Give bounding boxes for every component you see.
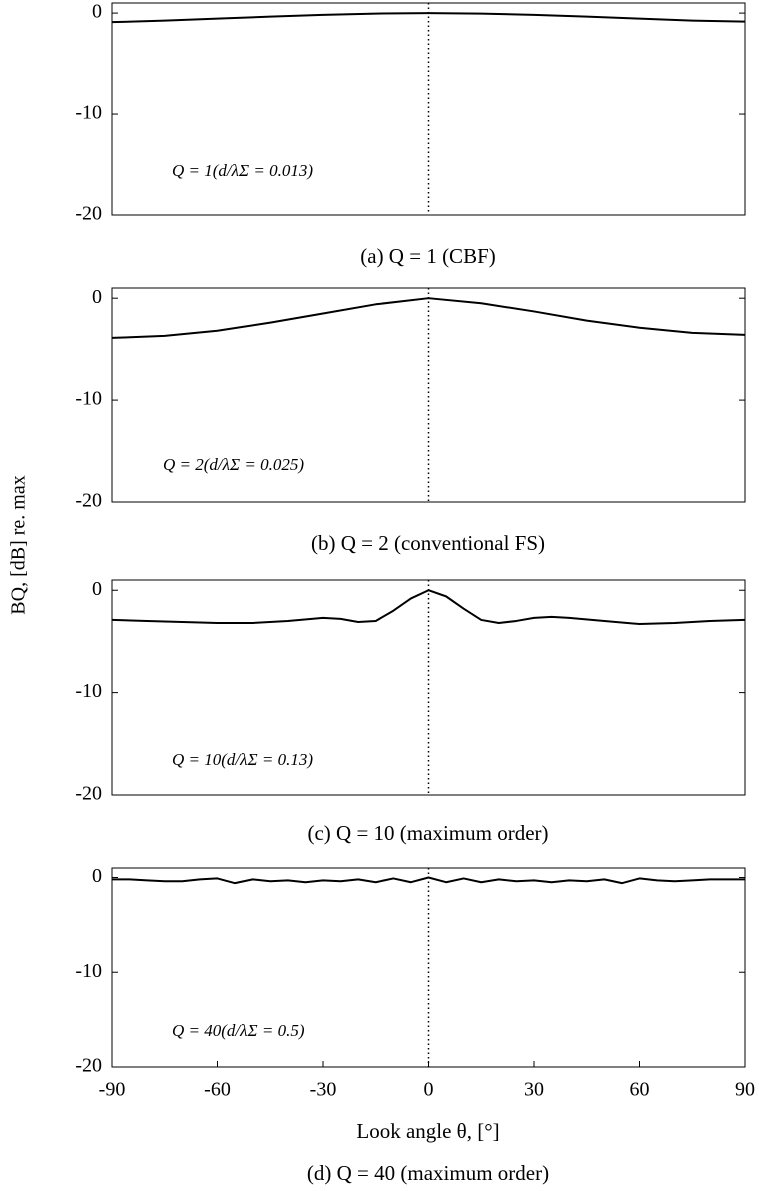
x-tick-label: 90 [735,1079,755,1101]
x-tick-label: -90 [99,1079,126,1101]
panel-caption: (a) Q = 1 (CBF) [360,244,496,268]
panel-caption: (d) Q = 40 (maximum order) [307,1161,549,1185]
x-tick-label: -60 [204,1079,231,1101]
y-tick-label: 0 [92,1,102,23]
y-tick-label: 0 [92,286,102,308]
panel-caption: (b) Q = 2 (conventional FS) [311,531,545,555]
curve [112,876,745,885]
y-tick-label: -20 [75,203,102,225]
annotation: Q = 2(d/λΣ = 0.025) [163,455,304,474]
curve [111,589,746,626]
y-tick-label: -10 [75,388,102,410]
x-tick-label: 60 [630,1079,650,1101]
y-tick-label: 0 [92,578,102,600]
y-tick-label: -10 [75,680,102,702]
y-tick-label: -10 [75,960,102,982]
curve [111,12,746,24]
annotation: Q = 10(d/λΣ = 0.13) [172,750,313,769]
x-axis-label: Look angle θ, [°] [356,1119,499,1143]
x-tick-label: -30 [310,1079,337,1101]
y-tick-label: -10 [75,102,102,124]
y-tick-label: -20 [75,490,102,512]
annotation: Q = 40(d/λΣ = 0.5) [172,1021,305,1040]
y-tick-label: -20 [75,783,102,805]
y-axis-label: BQ, [dB] re. max [8,475,30,614]
curve [111,297,746,339]
y-tick-label: 0 [92,865,102,887]
x-tick-label: 0 [424,1079,434,1101]
x-tick-label: 30 [524,1079,544,1101]
panel-caption: (c) Q = 10 (maximum order) [307,821,548,845]
annotation: Q = 1(d/λΣ = 0.013) [172,161,313,180]
y-tick-label: -20 [75,1055,102,1077]
